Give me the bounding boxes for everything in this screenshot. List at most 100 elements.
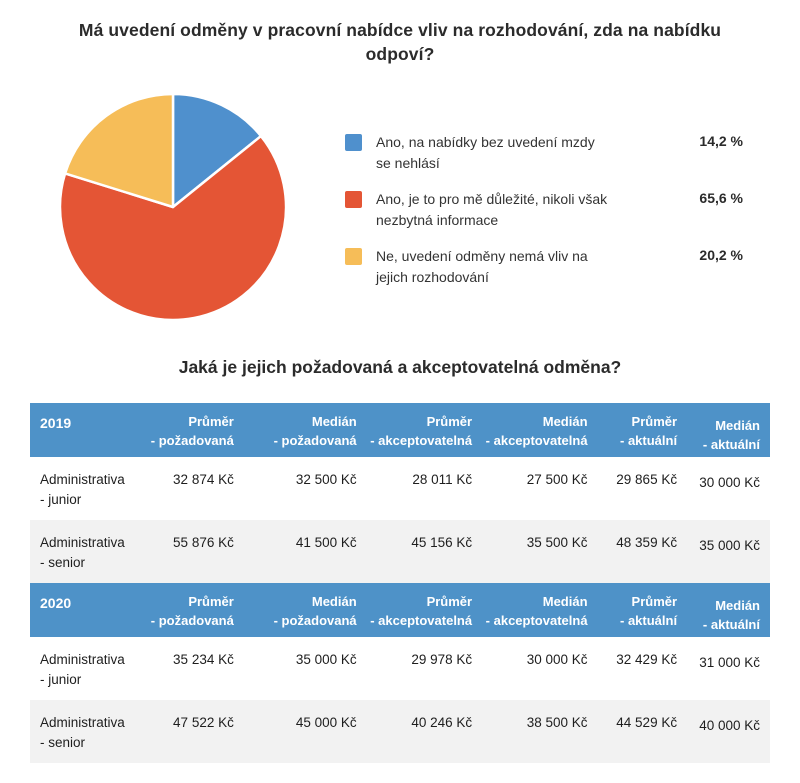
column-header-bottom: - aktuální [702,616,760,632]
salary-value-cell: 35 500 Kč [482,519,598,583]
column-header: Medián - aktuální [687,582,770,637]
table-row: Administrativa - senior 55 876 Kč 41 500 Kč… [30,519,770,583]
row-label-bottom: - junior [40,492,82,507]
column-header: Medián - aktuální [687,402,770,457]
salary-value-cell: 28 011 Kč [366,456,483,520]
column-header-top: Průměr [426,413,473,429]
pie-chart [58,92,288,322]
salary-tables: 2019 Průměr - požadovaná Medián - požadovaná… [30,402,770,763]
row-label-top: Administrativa [40,651,125,667]
salary-value-cell: 35 000 Kč [243,636,367,700]
row-label: Administrativa - senior [30,699,150,763]
salary-value-cell: 35 234 Kč [149,636,244,700]
legend-label-line: nezbytná informace [376,212,499,228]
salary-value-cell: 35 000 Kč [687,519,770,583]
column-header-top: Medián [542,413,588,429]
salary-value-cell: 40 246 Kč [366,699,483,763]
table-section-title: Jaká je jejich požadovaná a akceptovatel… [178,357,622,377]
pie-legend: Ano, na nabídky bez uvedení mzdy se nehlá… [345,132,743,303]
pie-slice [63,92,175,209]
salary-value-cell: 48 359 Kč [597,519,688,583]
legend-label-line: Ano, na nabídky bez uvedení mzdy [376,134,595,150]
row-label-top: Administrativa [40,471,125,487]
salary-value-cell: 30 000 Kč [687,456,770,520]
column-header-top: Průměr [188,413,234,429]
salary-table-2019: 2019 Průměr - požadovaná Medián - požadovaná… [30,402,770,583]
pie-slice [171,92,263,209]
column-header-bottom: - aktuální [620,612,678,628]
column-header: Medián - akceptovatelná [482,582,598,637]
legend-label-line: Ano, je to pro mě důležité, nikoli však [376,191,608,207]
column-header-top: Průměr [188,593,234,609]
salary-value-cell: 47 522 Kč [149,699,244,763]
legend-percentage: 14,2 % [699,133,743,149]
legend-label-line: Ne, uvedení odměny nemá vliv na [376,248,588,264]
salary-value-cell: 41 500 Kč [243,519,367,583]
pie-section-title: Má uvedení odměny v pracovní nabídce vli… [78,20,722,64]
column-header-top: Medián [311,413,357,429]
column-header-top: Medián [542,593,588,609]
column-header-top: Průměr [631,593,678,609]
legend-color-marker [345,248,362,265]
row-label: Administrativa - junior [30,636,150,700]
salary-value-cell: 40 000 Kč [687,699,770,763]
salary-value-cell: 32 874 Kč [149,456,244,520]
salary-value-cell: 44 529 Kč [597,699,688,763]
column-header: Průměr - akceptovatelná [366,402,483,457]
legend-label: Ne, uvedení odměny nemá vliv na jejich ro… [376,246,677,288]
salary-table-2020: 2020 Průměr - požadovaná Medián - požadovaná… [30,582,770,763]
column-header-top: Průměr [426,593,473,609]
column-header: Průměr - požadovaná [149,582,244,637]
column-header-bottom: - akceptovatelná [370,612,473,628]
legend-percentage: 65,6 % [699,190,743,206]
salary-value-cell: 29 865 Kč [597,456,688,520]
column-header-top: Medián [311,593,357,609]
column-header-bottom: - požadovaná [150,432,234,448]
column-header-top: Průměr [631,413,678,429]
legend-label-line: se nehlásí [376,155,440,171]
row-label-bottom: - senior [40,735,86,750]
table-row: Administrativa - junior 32 874 Kč 32 500 Kč… [30,456,770,520]
column-header-top: Medián [715,417,760,433]
salary-value-cell: 32 429 Kč [597,636,688,700]
legend-color-marker [345,134,362,151]
column-header-bottom: - požadovaná [150,612,234,628]
column-header: Medián - požadovaná [243,402,367,457]
salary-value-cell: 45 156 Kč [366,519,483,583]
pie-section: Má uvedení odměny v pracovní nabídce vli… [0,0,800,356]
row-label-bottom: - senior [40,555,86,570]
column-header-bottom: - aktuální [702,436,760,452]
column-header: Průměr - aktuální [597,582,688,637]
legend-color-marker [345,191,362,208]
row-label: Administrativa - junior [30,456,150,520]
row-label-bottom: - junior [40,672,82,687]
column-header: Průměr - akceptovatelná [366,582,483,637]
legend-item: Ano, na nabídky bez uvedení mzdy se nehlá… [345,132,743,174]
column-header: Průměr - požadovaná [149,402,244,457]
legend-label: Ano, na nabídky bez uvedení mzdy se nehlá… [376,132,677,174]
year-label: 2020 [30,582,150,637]
column-header-bottom: - aktuální [620,432,678,448]
pie-slice [58,134,288,322]
column-header: Medián - požadovaná [243,582,367,637]
salary-value-cell: 31 000 Kč [687,636,770,700]
row-label: Administrativa - senior [30,519,150,583]
legend-item: Ne, uvedení odměny nemá vliv na jejich ro… [345,246,743,288]
column-header-bottom: - požadovaná [273,432,357,448]
column-header: Průměr - aktuální [597,402,688,457]
salary-value-cell: 30 000 Kč [482,636,598,700]
legend-item: Ano, je to pro mě důležité, nikoli však n… [345,189,743,231]
column-header: Medián - akceptovatelná [482,402,598,457]
legend-label-line: jejich rozhodování [376,269,489,285]
row-label-top: Administrativa [40,714,125,730]
column-header-bottom: - akceptovatelná [485,432,588,448]
table-header-row: 2019 Průměr - požadovaná Medián - požadovaná… [30,402,770,457]
salary-value-cell: 38 500 Kč [482,699,598,763]
table-header-row: 2020 Průměr - požadovaná Medián - požadovaná… [30,582,770,637]
column-header-bottom: - požadovaná [273,612,357,628]
column-header-bottom: - akceptovatelná [370,432,473,448]
table-section: Jaká je jejich požadovaná a akceptovatel… [0,356,800,763]
salary-value-cell: 27 500 Kč [482,456,598,520]
year-label: 2019 [30,402,150,457]
